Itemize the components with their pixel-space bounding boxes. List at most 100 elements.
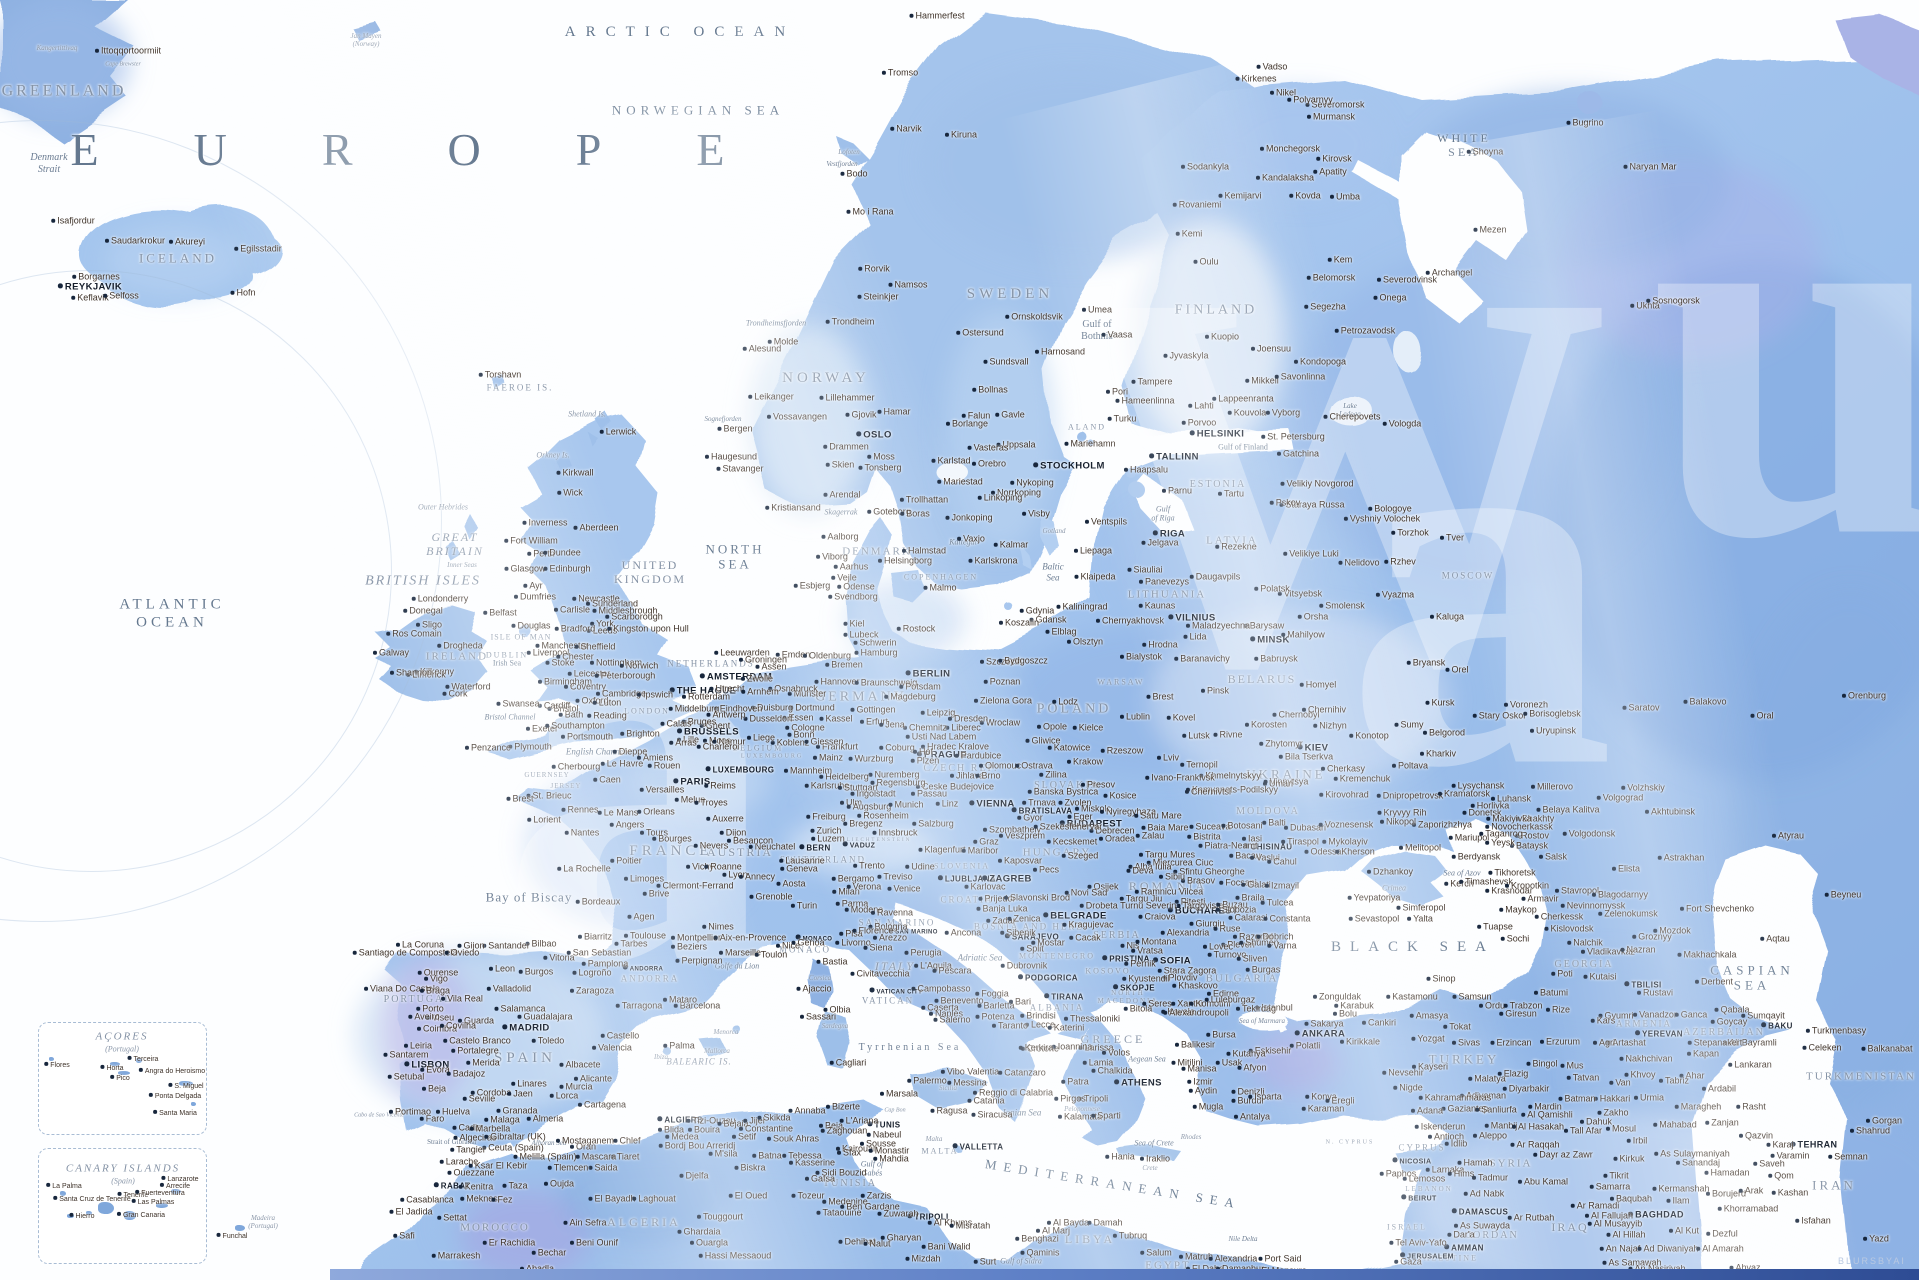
label-armenia: ARMENIA (1616, 1018, 1672, 1029)
label-chernivtsi: Chernivtsi (1185, 787, 1231, 798)
label-bay-of-biscay: Bay of Biscay (485, 889, 573, 905)
label-poltava: Poltava (1392, 761, 1428, 772)
label-lerwick: Lerwick (600, 427, 637, 438)
label-dubrovnik: Dubrovnik (1001, 961, 1048, 972)
label-freiburg: Freiburg (806, 812, 846, 823)
label-mardin: Mardin (1528, 1102, 1562, 1113)
label-antioch: Antioch (1428, 1132, 1464, 1143)
label-ljubljana: LJUBLJANA (938, 874, 996, 883)
label-aland: ALAND (1068, 422, 1106, 432)
label-halmstad: Halmstad (902, 546, 946, 557)
label-bastia: Bastia (816, 957, 847, 968)
label-ibiza: Ibiza (654, 1052, 668, 1061)
label-beyneu: Beyneu (1825, 890, 1862, 901)
label-agen: Agen (627, 912, 654, 923)
label-szeged: Szeged (1062, 851, 1099, 862)
label-visby: Visby (1022, 509, 1050, 520)
label-dahuk: Dahuk (1580, 1117, 1612, 1128)
label-ukhta: Ukhta (1630, 301, 1660, 312)
label-settat: Settat (437, 1213, 467, 1224)
label-blida: Blida (658, 1125, 684, 1136)
label-sognefjorden: Sognefjorden (704, 414, 742, 423)
label-tangier: Tangier (450, 1145, 486, 1156)
inset-island (235, 1225, 245, 1231)
label-sicilia: Sicilia (939, 1083, 957, 1092)
label-scarborough: Scarborough (605, 612, 663, 623)
label-targu-jiu: Targu Jiu (1120, 894, 1163, 905)
label-croatia: CROATIA (940, 894, 994, 905)
label-badajoz: Badajoz (447, 1069, 486, 1080)
label-portugal: (Portugal) (105, 1044, 139, 1054)
label-akhtubinsk: Akhtubinsk (1645, 807, 1695, 818)
label-mahabad: Mahabad (1653, 1120, 1697, 1131)
label-al-qamishli: Al Qamishli (1521, 1110, 1573, 1121)
label-lofoten: Lofoten (838, 147, 860, 156)
label-kislovodsk: Kislovodsk (1544, 924, 1593, 935)
label-ourense: Ourense (418, 968, 459, 979)
label-lecce: Lecce (1025, 1020, 1055, 1031)
label-leon: Leon (489, 964, 515, 975)
label-valladolid: Valladolid (487, 984, 531, 995)
label-fez: Fez (491, 1195, 512, 1206)
label-oxford: Oxford (575, 696, 608, 707)
label-izmayil: Izmayil (1265, 881, 1299, 892)
label-london: LONDON (624, 706, 670, 716)
label-florence: Florence (852, 926, 893, 937)
label-razgrad: Razgrad (1233, 932, 1273, 943)
label-usti-nad-labem: Usti Nad Labem (906, 732, 977, 743)
label-liepaga: Liepaga (1074, 546, 1112, 557)
label-evora: Evora (420, 1065, 450, 1076)
label-khvoy: Khvoy (1624, 1070, 1655, 1081)
label-trondheim: Trondheim (826, 317, 875, 328)
label-ternopil: Ternopil (1180, 760, 1218, 771)
label-kragujevac: Kragujevac (1062, 920, 1113, 931)
label-benevento: Benevento (934, 996, 983, 1007)
label-orel: Orel (1445, 665, 1468, 676)
label-salum: Salum (1140, 1248, 1172, 1259)
label-lisbon: LISBON (404, 1059, 449, 1070)
label-cardiff: Cardiff (538, 701, 570, 712)
label-qom: Qom (1768, 1171, 1794, 1182)
label-bari: Bari (1009, 997, 1031, 1008)
label-gijon: Gijon (457, 941, 484, 952)
label-mezen: Mezen (1473, 225, 1506, 236)
label-sfintu-gheorghe: Sfintu Gheorghe (1173, 867, 1245, 878)
label-eregli: Eregli (1325, 1096, 1354, 1107)
label-tirana: TIRANA (1044, 992, 1084, 1001)
label-zilina: Zilina (1039, 770, 1067, 781)
label-civitavecchia: Civitavecchia (850, 969, 909, 980)
label-prague: PRAGUE (917, 749, 967, 760)
label-eindhoven: Eindhoven (714, 704, 763, 715)
label-szekesfehervar: Szekesfehervar (1034, 822, 1103, 833)
label-makiyivka: Makiyivka (1486, 814, 1532, 825)
label-zurich: Zurich (810, 826, 841, 837)
label-bitola: Bitola (1124, 1004, 1153, 1015)
label-tarragona: Tarragona (616, 1001, 663, 1012)
label-port-said: Port Said (1258, 1254, 1301, 1265)
label-british-isles: BRITISH ISLES (365, 573, 481, 589)
label-boras: Boras (900, 509, 930, 520)
label-paphos: Paphos (1380, 1169, 1417, 1180)
label-donegal: Donegal (403, 606, 443, 617)
label-mugla: Mugla (1193, 1102, 1224, 1113)
label-ittoqqortoormiit: Ittoqqortoormiit (95, 46, 161, 57)
label-vitoria: Vitoria (543, 953, 574, 964)
label-manisa: Manisa (1181, 1064, 1216, 1075)
label-as-sulaymaniyah: As Sulaymaniyah (1654, 1149, 1730, 1160)
label-catanzaro: Catanzaro (998, 1068, 1046, 1079)
label-ostersund: Ostersund (956, 328, 1004, 339)
label-dar-a: Dar'a (1447, 1230, 1474, 1241)
label-vibo-valentia: Vibo Valentia (941, 1067, 999, 1078)
label-alexandria: Alexandria (1161, 928, 1210, 939)
label-vaduz: VADUZ (843, 841, 876, 850)
label-tyrrhenian-sea: Tyrrhenian Sea (858, 1042, 962, 1054)
label-hamburg: Hamburg (854, 648, 897, 659)
label-nazran: Nazran (1620, 945, 1655, 956)
label-ghent: Ghent (700, 721, 731, 732)
label-ouezzane: Ouezzane (447, 1168, 494, 1179)
label-sea-of-azov: Sea of Azov (1443, 868, 1481, 878)
label-elblag: Elblag (1045, 627, 1076, 638)
label-ar-raqqah: Ar Raqqah (1510, 1140, 1559, 1151)
label-kermanshah: Kermanshah (1652, 1184, 1709, 1195)
label-melilla-spain: Melilla (Spain) (513, 1152, 576, 1163)
